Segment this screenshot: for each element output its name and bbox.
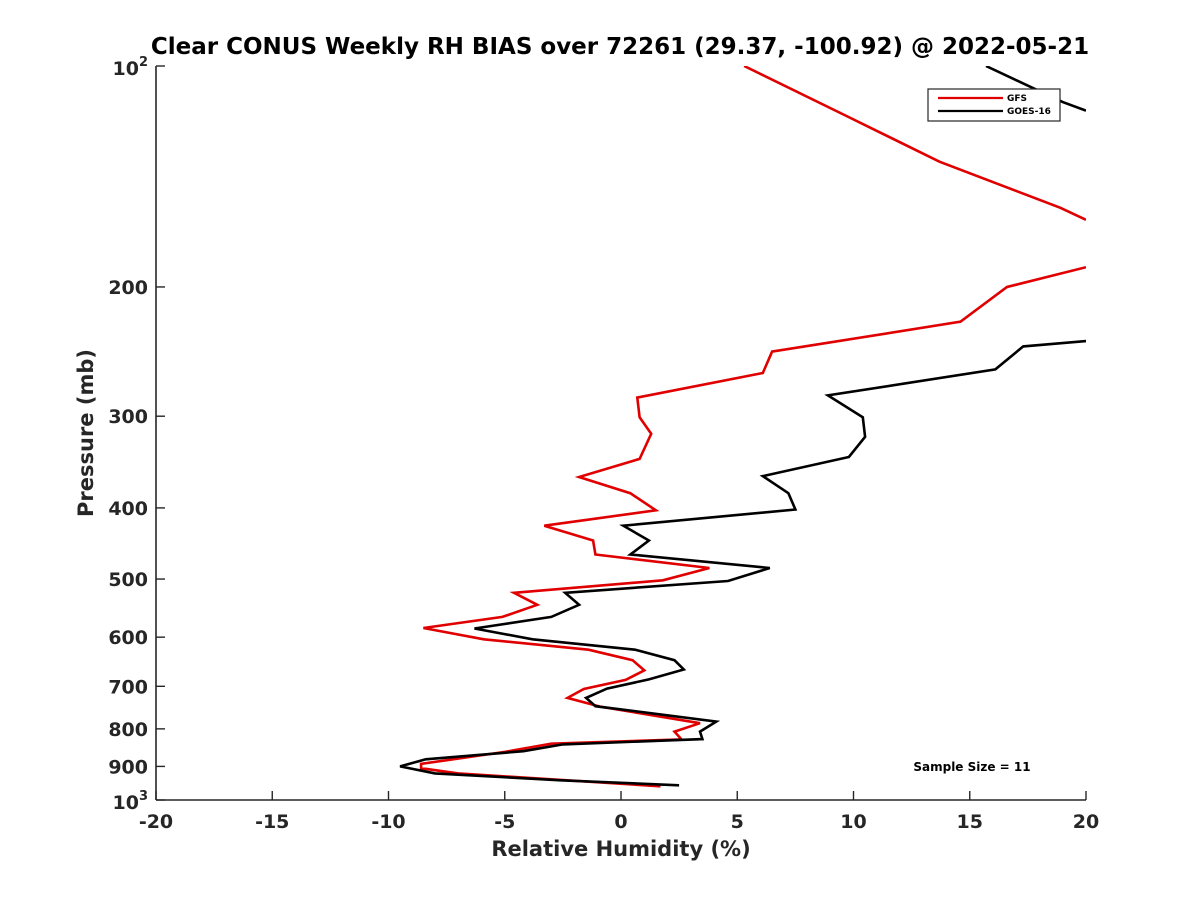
y-axis-label: Pressure (mb) — [74, 349, 98, 517]
y-tick-label-top: 102 — [113, 55, 149, 80]
x-tick-label: 5 — [731, 811, 744, 833]
x-tick-label: 0 — [614, 811, 627, 833]
y-tick-label: 900 — [108, 756, 148, 778]
y-tick-label: 400 — [108, 498, 148, 520]
series-group — [399, 66, 1086, 788]
y-tick-label: 700 — [108, 676, 148, 698]
legend-label-gfs: GFS — [1007, 94, 1027, 104]
x-tick-label: -15 — [255, 811, 289, 833]
x-tick-label: -20 — [139, 811, 173, 833]
chart-title: Clear CONUS Weekly RH BIAS over 72261 (2… — [151, 34, 1089, 60]
sample-size-annotation: Sample Size = 11 — [913, 760, 1030, 774]
y-ticks: 200 300 400 500 600 700 800 900 — [108, 65, 165, 801]
y-tick-label: 500 — [108, 569, 148, 591]
x-tick-label: 20 — [1073, 811, 1099, 833]
x-tick-label: -10 — [371, 811, 405, 833]
x-tick-label: 10 — [840, 811, 866, 833]
x-axis-label: Relative Humidity (%) — [491, 837, 750, 861]
x-tick-label: 15 — [957, 811, 983, 833]
series-line-gfs — [419, 66, 1086, 788]
legend: GFS GOES-16 — [927, 88, 1061, 122]
series-line-goes-16 — [399, 66, 1086, 787]
y-tick-label-bottom: 103 — [113, 789, 149, 814]
legend-box — [927, 88, 1061, 122]
y-tick-label: 800 — [108, 719, 148, 741]
y-tick-label: 200 — [108, 277, 148, 299]
x-ticks: -20 -15 -10 -5 0 5 10 15 20 — [139, 791, 1099, 833]
plot-area — [399, 66, 1086, 788]
legend-label-goes16: GOES-16 — [1007, 107, 1051, 117]
y-tick-label: 600 — [108, 627, 148, 649]
x-tick-label: -5 — [494, 811, 515, 833]
y-tick-label: 300 — [108, 406, 148, 428]
